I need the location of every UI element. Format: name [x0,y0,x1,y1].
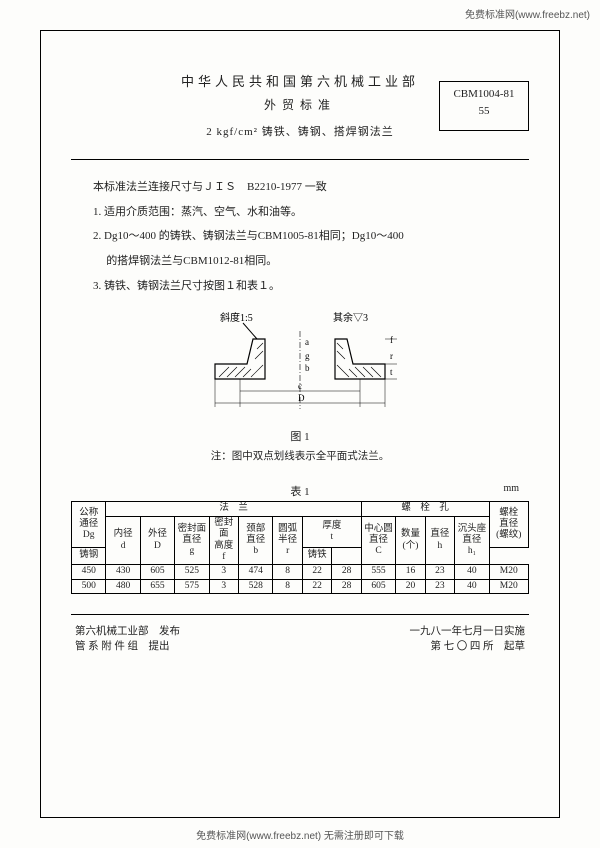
dimension-table: 公称 通径 Dg 法 兰 螺 栓 孔 螺栓 直径 (螺纹) 内径d 外径D 密封… [71,501,529,594]
figure-1: 斜度1:5 其余▽3 [71,309,529,422]
th-od: 外径D [140,516,174,565]
table-unit: mm [503,483,519,494]
divider [71,159,529,160]
para-3: 3. 铸铁、铸钢法兰尺寸按图１和表１。 [71,277,529,296]
standard-code-box: CBM1004-81 55 [439,81,529,131]
para-2b: 的搭焊钢法兰与CBM1012-81相同。 [71,252,529,271]
svg-text:c: c [298,381,302,391]
svg-text:D: D [298,393,305,403]
svg-text:g: g [305,351,310,361]
para-intro: 本标准法兰连接尺寸与ＪＩＳ B2210-1977 一致 [71,178,529,197]
th-thick: 厚度t [302,516,361,547]
th-seal-d: 密封面直径g [175,516,209,565]
para-1: 1. 适用介质范围：蒸汽、空气、水和油等。 [71,203,529,222]
figure-note: 注：图中双点划线表示全平面式法兰。 [71,448,529,463]
watermark-top: 免费标准网(www.freebz.net) [465,6,590,21]
header: 中华人民共和国第六机械工业部 外贸标准 2 kgf/cm² 铸铁、铸钢、搭焊钢法… [71,71,529,139]
footer-row-1: 第六机械工业部 发布 一九八一年七月一日实施 [71,623,529,638]
footer-divider [71,614,529,615]
svg-text:r: r [390,351,393,361]
table-caption-text: 表 1 [290,486,309,498]
svg-text:斜度1:5: 斜度1:5 [220,311,253,324]
svg-text:其余▽3: 其余▽3 [333,311,368,324]
page-frame: 中华人民共和国第六机械工业部 外贸标准 2 kgf/cm² 铸铁、铸钢、搭焊钢法… [40,30,560,818]
watermark-bottom: 免费标准网(www.freebz.net) 无需注册即可下载 [0,827,600,842]
footer-publisher: 第六机械工业部 发布 [75,623,180,638]
th-seal-h: 密封面高度f [209,516,238,565]
th-group-bolt: 螺 栓 孔 [361,502,489,516]
svg-text:b: b [305,363,310,373]
th-neck: 颈部直径b [239,516,273,565]
para-2a: 2. Dg10～400 的铸铁、铸钢法兰与CBM1005-81相同；Dg10～4… [71,227,529,246]
footer-drafter: 第 七 〇 四 所 起草 [431,638,526,653]
th-bhd: 直径h [425,516,454,565]
th-thick-iron: 铸铁 [302,547,331,564]
th-dg: 公称 通径 Dg [72,502,106,548]
flange-diagram-svg: 斜度1:5 其余▽3 [185,309,415,419]
footer-row-2: 管 系 附 件 组 提出 第 七 〇 四 所 起草 [71,638,529,653]
th-thread: 螺栓 直径 (螺纹) [489,502,528,548]
svg-text:t: t [390,367,393,377]
table-caption: 表 1 mm [71,483,529,499]
footer-proposer: 管 系 附 件 组 提出 [75,638,170,653]
body-text: 本标准法兰连接尺寸与ＪＩＳ B2210-1977 一致 1. 适用介质范围：蒸汽… [71,178,529,295]
table-row: 450 430 605 525 3 474 8 22 28 555 16 23 … [72,565,529,579]
standard-code: CBM1004-81 [440,86,528,103]
svg-text:f: f [390,335,393,345]
figure-caption: 图 1 [71,428,529,444]
table-row: 500 480 655 575 3 528 8 22 28 605 20 23 … [72,579,529,593]
th-id: 内径d [106,516,140,565]
th-rad: 圆弧半径r [273,516,302,565]
footer-date: 一九八一年七月一日实施 [410,623,526,638]
th-sink: 沉头座直径h₁ [455,516,489,565]
th-group-flange: 法 兰 [106,502,361,516]
svg-text:a: a [305,337,309,347]
th-thick-steel: 铸钢 [72,547,106,564]
standard-page: 55 [440,103,528,120]
th-qty: 数量(个) [396,516,425,565]
th-circle: 中心圆直径C [361,516,395,565]
